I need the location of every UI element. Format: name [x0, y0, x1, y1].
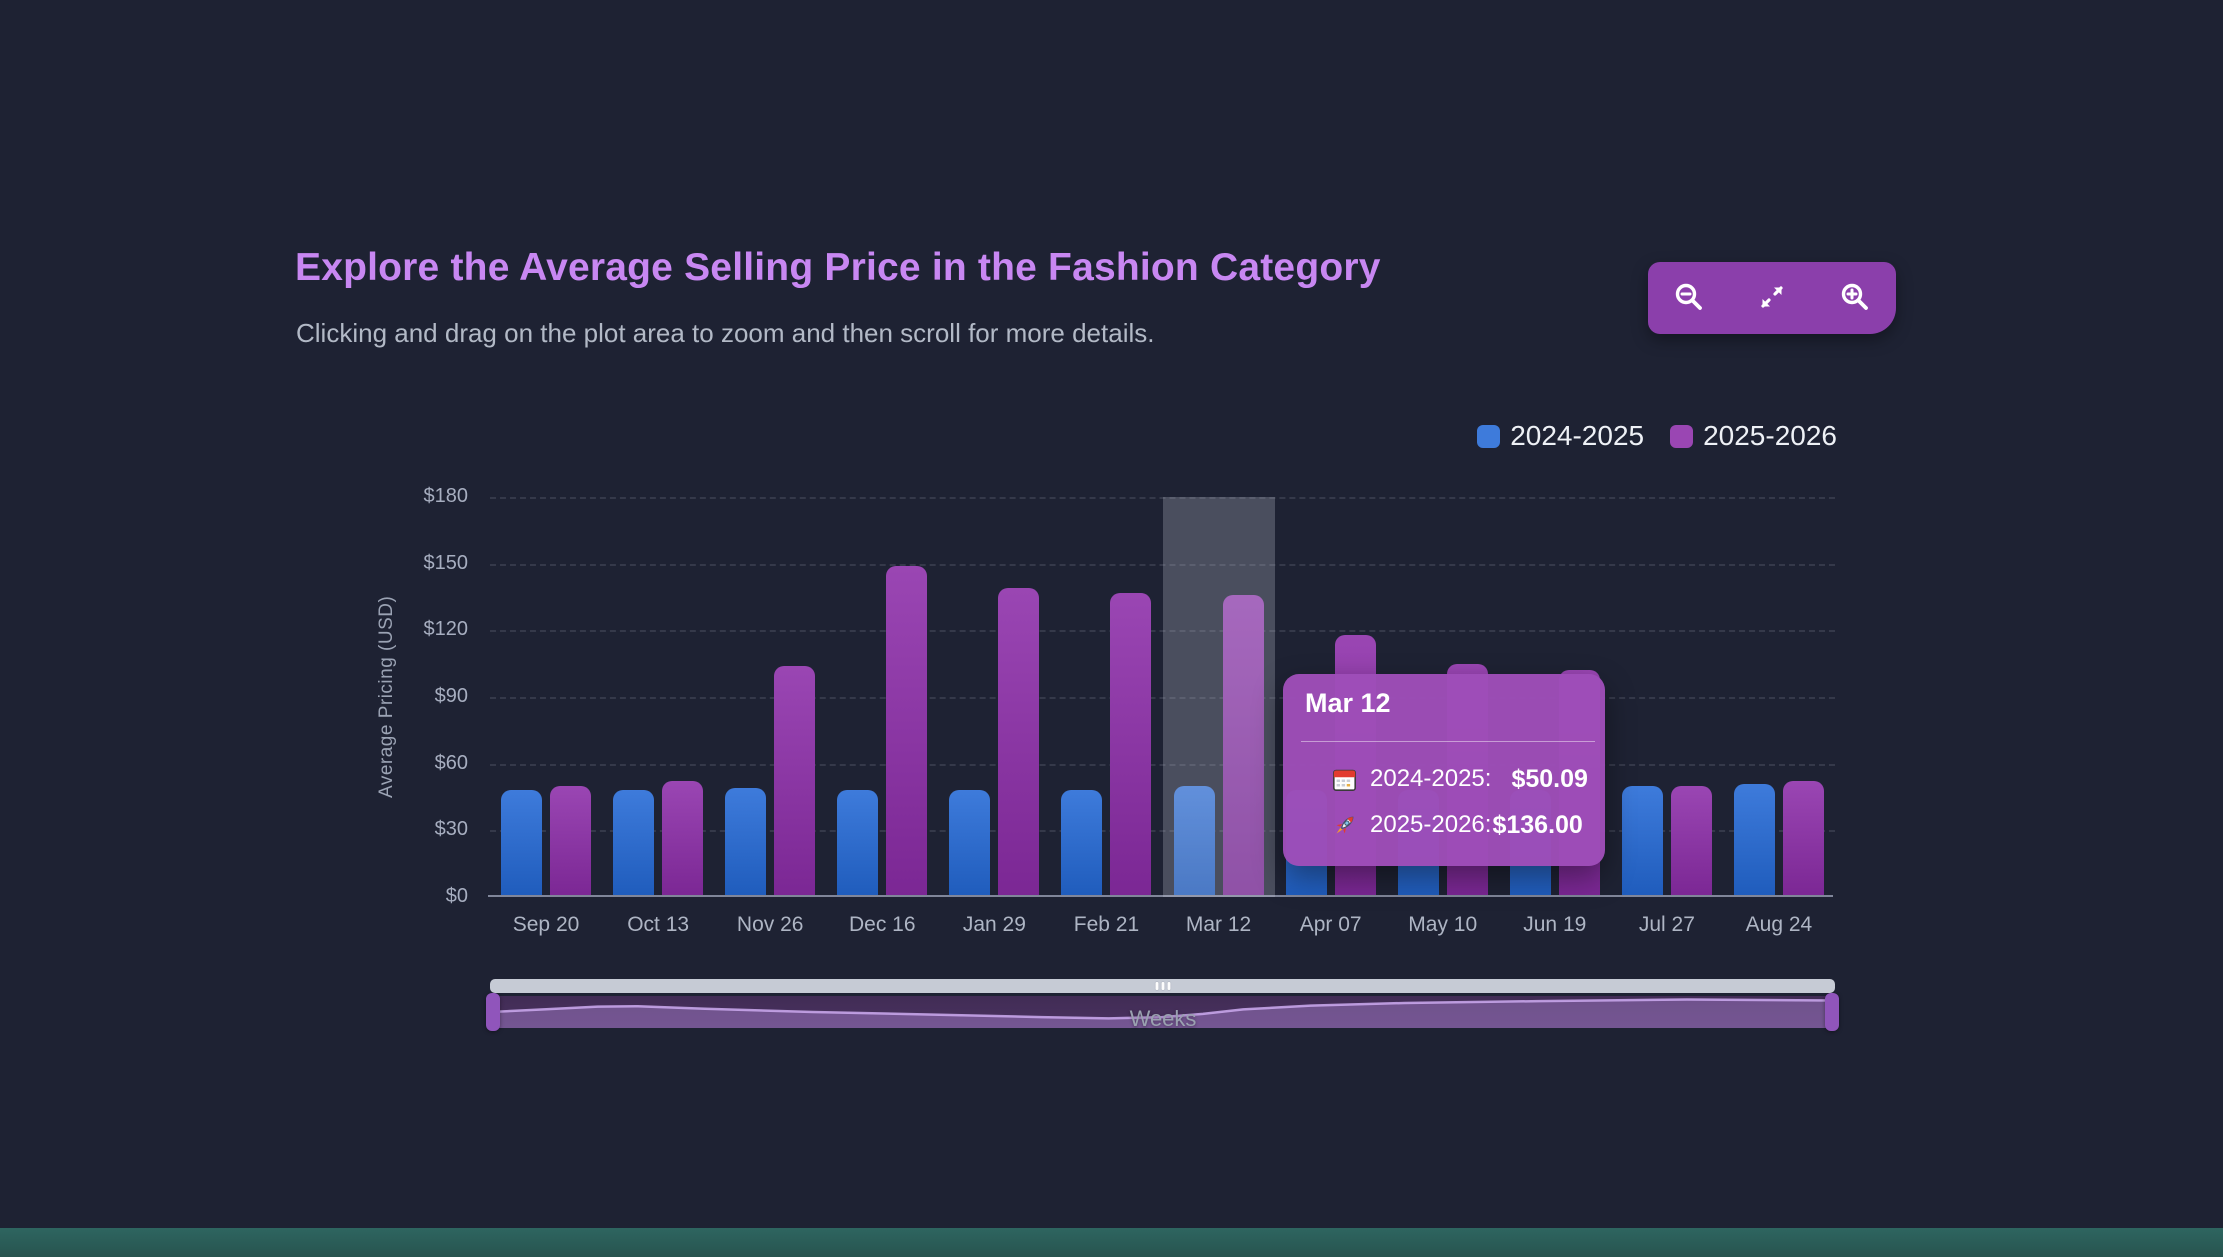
tooltip: Mar 12 2024-2025: $50.09 2025-2026: $136…	[1283, 674, 1605, 866]
x-tick-label: Dec 16	[849, 913, 916, 936]
x-tick-label: Nov 26	[736, 913, 804, 936]
x-tick-label: Oct 13	[627, 913, 690, 936]
y-tick-label: $150	[423, 551, 469, 574]
zoom-in-button[interactable]	[1820, 268, 1890, 328]
x-tick-label: Jun 19	[1523, 913, 1587, 936]
tooltip-divider	[1301, 741, 1595, 742]
x-tick-label: Jan 29	[962, 913, 1026, 936]
hover-highlight-band	[1162, 497, 1275, 897]
y-tick-label: $0	[445, 885, 468, 907]
x-axis-title: Weeks	[1129, 1006, 1197, 1031]
reset-zoom-button[interactable]	[1737, 268, 1807, 328]
x-tick-label: Apr 07	[1299, 913, 1362, 936]
tooltip-row: 2025-2026: $136.00	[1331, 808, 1583, 842]
bar-2024-2025-feb-21[interactable]	[1061, 790, 1103, 897]
legend-item-2024-2025[interactable]: 2024-2025	[1477, 420, 1644, 452]
magnifier-plus-icon	[1839, 281, 1871, 316]
tooltip-title: Mar 12	[1305, 688, 1391, 718]
legend-label: 2025-2026	[1703, 420, 1837, 451]
bar-2025-2026-dec-16[interactable]	[886, 565, 928, 897]
bar-2025-2026-aug-24[interactable]	[1782, 781, 1824, 897]
page-title: Explore the Average Selling Price in the…	[295, 246, 1381, 289]
calendar-icon	[1333, 769, 1356, 791]
bar-2025-2026-sep-20[interactable]	[550, 785, 592, 897]
gridline	[490, 630, 1835, 633]
y-tick-label: $90	[434, 685, 468, 707]
x-tick-label: May 10	[1408, 913, 1478, 936]
bar-2025-2026-oct-13[interactable]	[662, 781, 704, 897]
gridline	[490, 563, 1835, 566]
bar-2024-2025-sep-20[interactable]	[501, 790, 543, 897]
bar-2025-2026-jan-29[interactable]	[998, 588, 1040, 897]
bar-2024-2025-jul-27[interactable]	[1621, 785, 1663, 897]
legend: 2024-2025 2025-2026	[1477, 420, 1837, 452]
chart-toolbar	[1648, 262, 1896, 334]
x-tick-label: Jul 27	[1638, 913, 1695, 936]
bar-2025-2026-jul-27[interactable]	[1670, 785, 1712, 897]
y-tick-label: $30	[434, 818, 468, 841]
tooltip-series-value: $136.00	[1492, 810, 1583, 839]
legend-swatch-purple	[1670, 424, 1694, 448]
bar-2025-2026-mar-12[interactable]	[1222, 594, 1264, 897]
navigator-left-handle[interactable]	[486, 993, 500, 1031]
bar-2025-2026-feb-21[interactable]	[1110, 592, 1152, 897]
legend-label: 2024-2025	[1510, 420, 1645, 451]
bar-2024-2025-dec-16[interactable]	[837, 790, 879, 897]
gridline	[490, 697, 1835, 699]
zoom-out-button[interactable]	[1654, 268, 1724, 328]
chart-scrollbar[interactable]	[490, 979, 1835, 993]
magnifier-minus-icon	[1673, 281, 1705, 316]
bar-2024-2025-nov-26[interactable]	[725, 788, 767, 897]
navigator-area-chart	[490, 998, 1835, 1028]
tooltip-row: 2024-2025: $50.09	[1331, 762, 1588, 796]
legend-swatch-blue	[1477, 424, 1501, 448]
footer-bar	[0, 1228, 2223, 1257]
expand-arrows-icon	[1756, 281, 1788, 316]
page-subtitle: Clicking and drag on the plot area to zo…	[296, 318, 1155, 348]
tooltip-series-label: 2025-2026:	[1370, 811, 1492, 838]
bar-2024-2025-aug-24[interactable]	[1733, 783, 1775, 897]
y-tick-label: $60	[434, 751, 468, 774]
scrollbar-grip-icon[interactable]	[1155, 982, 1170, 990]
bar-2024-2025-mar-12[interactable]	[1173, 785, 1215, 897]
navigator-right-handle[interactable]	[1825, 993, 1839, 1031]
rocket-icon	[1336, 816, 1354, 833]
gridline	[490, 763, 1835, 766]
y-tick-label: $180	[423, 485, 469, 507]
bar-2025-2026-nov-26[interactable]	[774, 665, 816, 897]
gridline	[490, 497, 1835, 499]
x-tick-label: Feb 21	[1073, 913, 1140, 936]
gridline	[490, 830, 1835, 833]
y-tick-label: $120	[423, 618, 469, 641]
bar-2024-2025-jan-29[interactable]	[949, 790, 991, 897]
x-tick-label: Sep 20	[512, 913, 580, 936]
x-axis-line	[488, 895, 1833, 897]
tooltip-series-value: $50.09	[1511, 764, 1588, 793]
tooltip-series-label: 2024-2025:	[1370, 765, 1492, 792]
legend-item-2025-2026[interactable]: 2025-2026	[1670, 420, 1837, 452]
range-navigator[interactable]	[486, 993, 1839, 1031]
bar-2024-2025-oct-13[interactable]	[613, 790, 655, 897]
x-tick-label: Aug 24	[1745, 913, 1813, 936]
x-tick-label: Mar 12	[1185, 913, 1252, 936]
